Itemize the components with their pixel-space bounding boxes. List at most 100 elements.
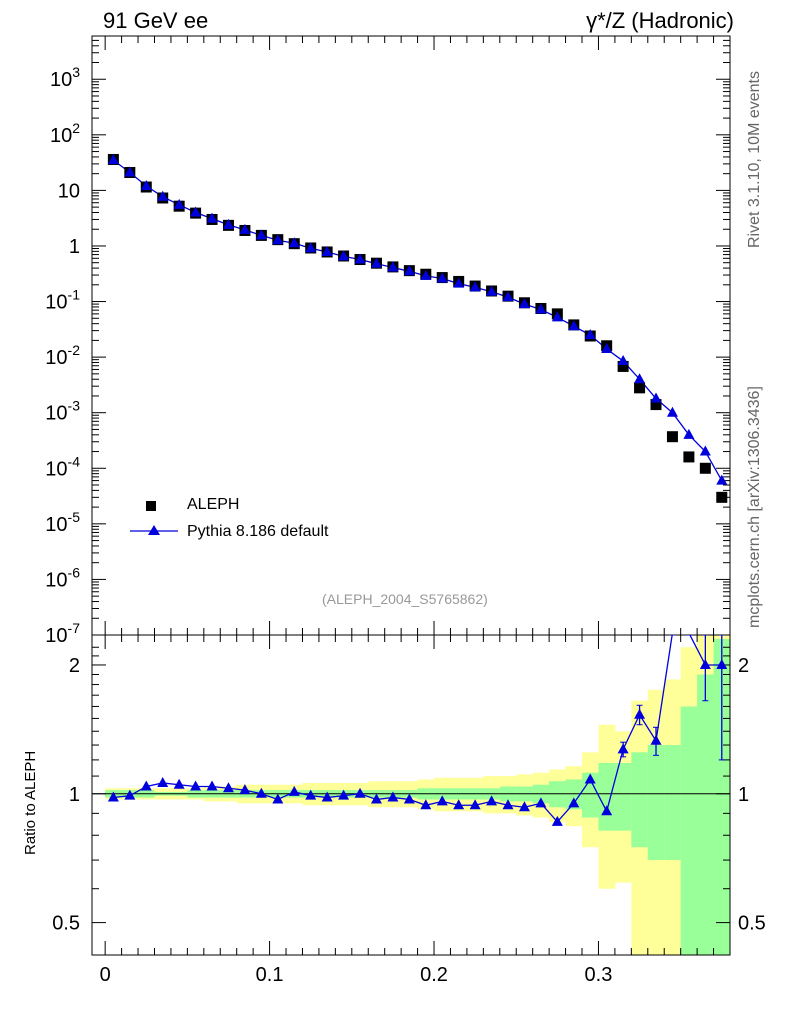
pythia-point <box>650 392 662 403</box>
pythia-point <box>420 269 432 280</box>
pythia-point <box>568 320 580 331</box>
pythia-point <box>255 229 267 240</box>
ratio-point <box>370 793 382 804</box>
x-tick-label-2: 0.2 <box>420 964 448 986</box>
pythia-point <box>272 234 284 245</box>
pythia-point <box>173 198 185 209</box>
pythia-point <box>387 261 399 272</box>
band-stat-bin <box>565 779 583 810</box>
left-title: 91 GeV ee <box>103 8 209 33</box>
y-tick-label-7: 1 <box>69 236 80 258</box>
ratio-frame <box>91 634 731 956</box>
ratio-point <box>453 799 465 810</box>
pythia-point <box>469 281 481 292</box>
pythia-point <box>321 245 333 256</box>
ratio-point <box>173 778 185 789</box>
pythia-point <box>486 285 498 296</box>
ratio-point <box>239 784 251 795</box>
ratio-point <box>305 789 317 800</box>
y-tick-label-10: 103 <box>50 64 80 91</box>
band-stat-bin <box>614 763 632 831</box>
band-stat-bin <box>664 745 682 861</box>
ratio-point <box>518 801 530 812</box>
pythia-point <box>305 242 317 253</box>
pythia-point <box>157 190 169 201</box>
ratio-point <box>699 658 711 669</box>
aleph-point <box>617 360 629 372</box>
x-tick-label-1: 0.1 <box>256 964 284 986</box>
pythia-point <box>683 428 695 439</box>
aleph-point <box>699 462 711 474</box>
pythia-point <box>190 206 202 217</box>
source-label: mcplots.cern.ch [arXiv:1306.3436] <box>746 386 763 628</box>
ratio-point <box>338 789 350 800</box>
legend: ALEPH Pythia 8.186 default <box>130 495 410 545</box>
rivet-version-label: Rivet 3.1.10, 10M events <box>746 71 763 248</box>
band-stat-bin <box>631 752 649 848</box>
ratio-y-tick-label-right-2: 2 <box>738 655 749 677</box>
y-tick-label-2: 10-5 <box>45 509 80 536</box>
main-frame <box>91 35 731 636</box>
ratio-point <box>535 797 547 808</box>
pythia-point <box>551 311 563 322</box>
ratio-point <box>420 799 432 810</box>
ratio-point <box>502 799 514 810</box>
aleph-point <box>683 451 695 463</box>
y-tick-label-3: 10-4 <box>45 453 80 480</box>
ratio-point <box>255 787 267 798</box>
ratio-y-tick-label-0: 0.5 <box>52 913 80 935</box>
pythia-point <box>239 223 251 234</box>
band-stat-bin <box>697 674 715 955</box>
ratio-point <box>272 793 284 804</box>
legend-marker-aleph <box>146 501 156 511</box>
ratio-y-tick-label-right-1: 1 <box>738 784 749 806</box>
ratio-point <box>469 799 481 810</box>
pythia-point <box>107 154 119 165</box>
ratio-point <box>617 743 629 754</box>
ratio-y-tick-label-1: 1 <box>69 784 80 806</box>
band-stat-bin <box>598 763 616 831</box>
pythia-point <box>436 272 448 283</box>
aleph-point <box>716 491 728 503</box>
ratio-point <box>436 795 448 806</box>
ratio-point <box>157 776 169 787</box>
ratio-point <box>551 815 563 826</box>
ratio-point <box>716 658 728 669</box>
ratio-point <box>206 780 218 791</box>
pythia-point <box>634 373 646 384</box>
y-tick-label-1: 10-6 <box>45 564 80 591</box>
ratio-point <box>634 708 646 719</box>
x-tick-label-3: 0.3 <box>585 964 613 986</box>
ratio-ylabel: Ratio to ALEPH <box>22 750 39 855</box>
ratio-point <box>107 791 119 802</box>
pythia-point <box>699 445 711 456</box>
ratio-point <box>288 785 300 796</box>
pythia-point <box>206 212 218 223</box>
pythia-point <box>617 355 629 366</box>
band-stat-bin <box>647 745 665 861</box>
pythia-point <box>584 329 596 340</box>
pythia-point <box>502 291 514 302</box>
legend-label-aleph: ALEPH <box>187 496 240 513</box>
y-tick-label-4: 10-3 <box>45 398 80 425</box>
ratio-point <box>222 782 234 793</box>
ratio-point <box>584 773 596 784</box>
ratio-point <box>650 734 662 745</box>
pythia-point <box>354 253 366 264</box>
ratio-point <box>387 791 399 802</box>
ratio-y-tick-label-right-0: 0.5 <box>738 913 766 935</box>
pythia-point <box>338 250 350 261</box>
pythia-point <box>124 166 136 177</box>
pythia-point <box>716 474 728 485</box>
right-title: γ*/Z (Hadronic) <box>586 8 734 33</box>
aleph-point <box>666 431 678 443</box>
ratio-point <box>486 795 498 806</box>
ratio-point <box>403 793 415 804</box>
band-stat-bin <box>582 772 599 818</box>
ratio-point <box>140 780 152 791</box>
pythia-point <box>403 265 415 276</box>
pythia-point <box>453 277 465 288</box>
y-tick-label-0: 10-7 <box>45 620 80 647</box>
pythia-line <box>112 159 723 481</box>
legend-marker-pythia <box>130 525 178 535</box>
